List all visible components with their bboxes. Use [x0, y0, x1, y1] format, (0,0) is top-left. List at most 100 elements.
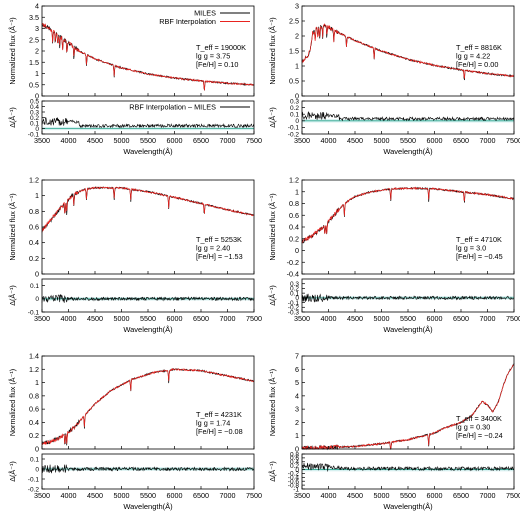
y-tick-label: 0.6 — [289, 211, 299, 220]
x-tick-label: 5000 — [114, 136, 130, 145]
y-tick-label: -0.4 — [287, 270, 299, 279]
x-tick-label: 5500 — [400, 491, 416, 500]
resid-y-tick-label: 0.1 — [290, 290, 299, 297]
resid-y-tick-label: 0.1 — [30, 456, 39, 463]
x-tick-label: 3500 — [34, 314, 50, 323]
y-tick-label: 6 — [295, 365, 299, 374]
x-tick-label: 4500 — [347, 136, 363, 145]
resid-y-tick-label: 0.4 — [30, 104, 39, 111]
residual-plot-frame — [301, 100, 515, 135]
y-tick-label: 0.2 — [29, 254, 39, 263]
resid-y-tick-label: -0.2 — [28, 486, 40, 493]
x-tick-label: 4000 — [61, 314, 77, 323]
panel-5: 3500 4000 4500 5000 5500 6000 6500 7000 7500 Wave… — [8, 352, 262, 512]
panel-4: 3500 4000 4500 5000 5500 6000 6500 7000 7500 Wave… — [268, 176, 520, 335]
panel-6: 350040004500500055006000650070007500Wave… — [268, 352, 520, 512]
y-tick-label: 0.8 — [289, 199, 299, 208]
x-tick-label: 7000 — [220, 491, 236, 500]
y-tick-label: 1.2 — [29, 176, 39, 185]
residual-plot-frame — [41, 453, 255, 490]
resid-y-tick-label: 0.5 — [30, 98, 39, 105]
x-tick-label: 7000 — [220, 136, 236, 145]
x-tick-label: 3500 — [294, 136, 310, 145]
resid-y-tick-label: 0.2 — [290, 286, 299, 293]
y-axis-label: Normalized flux (Å⁻¹) — [8, 193, 17, 260]
x-tick-label: 3500 — [294, 491, 310, 500]
x-tick-label: 4500 — [87, 136, 103, 145]
x-axis-label: Wavelength(Å) — [383, 502, 433, 511]
residual-line — [41, 294, 255, 303]
x-tick-label: 5500 — [140, 314, 156, 323]
resid-y-axis-label: Δ(Å⁻¹) — [268, 285, 277, 306]
x-tick-label: 6000 — [427, 314, 443, 323]
y-tick-label: 1.2 — [29, 365, 39, 374]
stellar-parameter-1: T_eff = 19000K — [196, 43, 246, 52]
resid-y-axis-label: Δ(Å⁻¹) — [8, 461, 17, 482]
x-tick-label: 3500 — [34, 491, 50, 500]
rbf-interpolation-line — [301, 186, 515, 244]
rbf-interpolation-line — [301, 364, 515, 451]
residual-legend-label: RBF Interpolation – MILES — [129, 103, 216, 112]
y-tick-label: 0 — [295, 445, 299, 454]
resid-y-tick-label: -0.1 — [288, 125, 300, 132]
stellar-parameter-2: lg g = 3.0 — [456, 244, 486, 253]
x-tick-label: 5500 — [400, 314, 416, 323]
y-tick-label: 0.4 — [289, 223, 299, 232]
y-tick-label: 0.2 — [29, 431, 39, 440]
stellar-parameter-2: lg g = 2.40 — [196, 244, 230, 253]
stellar-parameter-1: T_eff = 5253K — [196, 235, 242, 244]
x-tick-label: 4500 — [87, 314, 103, 323]
y-tick-label: 2.5 — [289, 17, 299, 26]
y-tick-label: 0.5 — [289, 77, 299, 86]
x-tick-label: 7000 — [480, 314, 496, 323]
x-tick-label: 4500 — [347, 314, 363, 323]
x-axis-label: Wavelength(Å) — [383, 325, 433, 334]
stellar-parameter-1: T_eff = 3400K — [456, 414, 502, 423]
x-tick-label: 6000 — [167, 314, 183, 323]
resid-y-tick-label: 0.8 — [290, 451, 299, 458]
resid-y-axis-label: Δ(Å⁻¹) — [268, 107, 277, 128]
legend-label-2: RBF Interpolation — [159, 17, 216, 26]
y-tick-label: 0.4 — [29, 238, 39, 247]
y-tick-label: 2.5 — [29, 35, 39, 44]
residual-line — [301, 293, 515, 303]
resid-y-tick-label: 0.4 — [290, 459, 299, 466]
stellar-parameter-3: [Fe/H] = 0.10 — [196, 60, 238, 69]
y-tick-label: 0 — [295, 92, 299, 101]
rbf-interpolation-line — [41, 22, 255, 91]
stellar-parameter-3: [Fe/H] = −0.45 — [456, 252, 503, 261]
panel-3: 3500 4000 4500 5000 5500 6000 6500 7000 7500 Wave… — [8, 176, 262, 335]
y-tick-label: 1 — [35, 191, 39, 200]
x-tick-label: 7000 — [480, 136, 496, 145]
x-tick-label: 6500 — [453, 314, 469, 323]
y-tick-label: 1.5 — [289, 47, 299, 56]
resid-y-tick-label: 0.2 — [290, 105, 299, 112]
x-tick-label: 5500 — [400, 136, 416, 145]
y-tick-label: 1 — [295, 62, 299, 71]
y-tick-label: 1.2 — [289, 176, 299, 185]
y-tick-label: 1 — [295, 431, 299, 440]
resid-y-tick-label: 0.6 — [290, 455, 299, 462]
y-tick-label: 0.2 — [289, 234, 299, 243]
miles-spectrum-line — [41, 186, 255, 233]
resid-y-tick-label: 0.2 — [30, 115, 39, 122]
x-axis-label: Wavelength(Å) — [123, 147, 173, 156]
y-axis-label: Normalized flux (Å⁻¹) — [8, 17, 17, 84]
resid-y-tick-label: 0.2 — [290, 463, 299, 470]
residual-plot-frame — [301, 453, 515, 490]
resid-y-tick-label: -0.8 — [288, 482, 300, 489]
y-axis-label: Normalized flux (Å⁻¹) — [268, 193, 277, 260]
x-tick-label: 6500 — [193, 491, 209, 500]
resid-y-tick-label: 0 — [35, 466, 39, 473]
x-tick-label: 5000 — [374, 136, 390, 145]
stellar-parameter-3: [Fe/H] = −1.53 — [196, 252, 243, 261]
resid-y-tick-label: 0 — [295, 118, 299, 125]
resid-y-tick-label: 0.3 — [30, 109, 39, 116]
y-tick-label: 0.8 — [29, 207, 39, 216]
residual-line — [41, 464, 255, 474]
resid-y-tick-label: 0 — [35, 296, 39, 303]
resid-y-tick-label: -0.2 — [288, 305, 300, 312]
resid-y-tick-label: -0.6 — [288, 479, 300, 486]
x-tick-label: 7500 — [246, 491, 262, 500]
x-tick-label: 4000 — [61, 491, 77, 500]
